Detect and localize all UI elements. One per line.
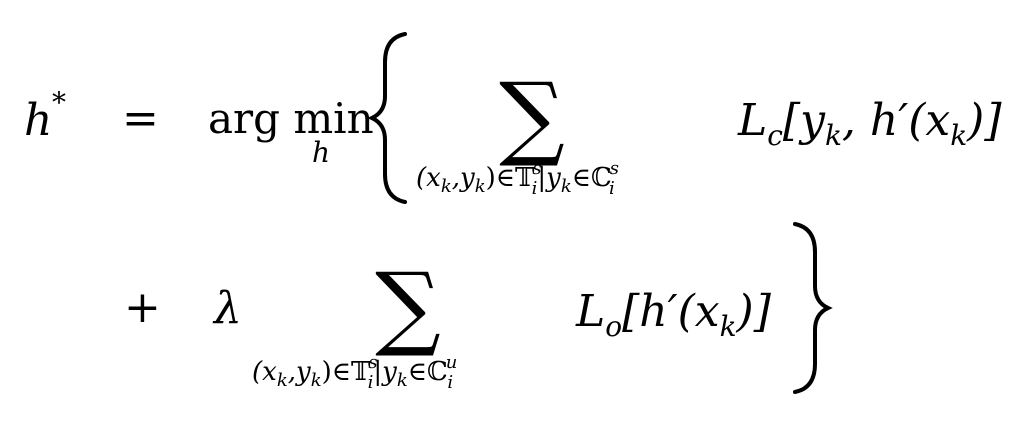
equals-sign: = [122, 93, 159, 144]
loss-term-2: Lo[h′(xk)] [575, 286, 772, 343]
argmin-operator: arg min [208, 94, 374, 143]
summation-2-sigma: ∑ [375, 253, 441, 360]
summation-1-sigma: ∑ [499, 63, 565, 170]
summation-2-subscript: (xk,yk)∈𝕋s i|yk∈ℂu i [252, 352, 457, 393]
summation-1-subscript: (xk,yk)∈𝕋s i|yk∈ℂs i [416, 158, 619, 199]
left-brace [367, 32, 407, 204]
lhs-superscript: * [52, 86, 66, 119]
lhs-symbol: h [24, 95, 52, 146]
plus-sign: + [124, 282, 161, 333]
loss-term-1: Lc[yk, h′(xk)] [737, 95, 1002, 152]
argmin-subscript: h [312, 136, 330, 169]
lambda-symbol: λ [212, 283, 242, 334]
right-brace [793, 222, 833, 394]
